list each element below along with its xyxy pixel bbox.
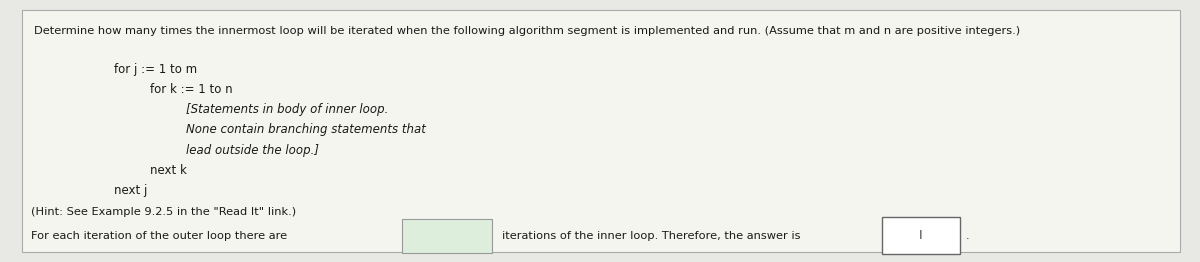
Text: (Hint: See Example 9.2.5 in the "Read It" link.): (Hint: See Example 9.2.5 in the "Read It… xyxy=(31,207,296,217)
Text: next j: next j xyxy=(114,184,148,197)
Text: for j := 1 to m: for j := 1 to m xyxy=(114,63,197,76)
Text: None contain branching statements that: None contain branching statements that xyxy=(186,123,426,137)
Text: I: I xyxy=(919,229,923,242)
Text: Determine how many times the innermost loop will be iterated when the following : Determine how many times the innermost l… xyxy=(34,26,1020,36)
Text: next k: next k xyxy=(150,164,187,177)
Text: [Statements in body of inner loop.: [Statements in body of inner loop. xyxy=(186,103,389,116)
Text: for k := 1 to n: for k := 1 to n xyxy=(150,83,233,96)
Text: iterations of the inner loop. Therefore, the answer is: iterations of the inner loop. Therefore,… xyxy=(502,231,800,241)
Text: lead outside the loop.]: lead outside the loop.] xyxy=(186,144,319,157)
FancyBboxPatch shape xyxy=(402,219,492,253)
Text: For each iteration of the outer loop there are: For each iteration of the outer loop the… xyxy=(31,231,287,241)
FancyBboxPatch shape xyxy=(22,10,1180,252)
Text: .: . xyxy=(966,231,970,241)
FancyBboxPatch shape xyxy=(882,217,960,254)
